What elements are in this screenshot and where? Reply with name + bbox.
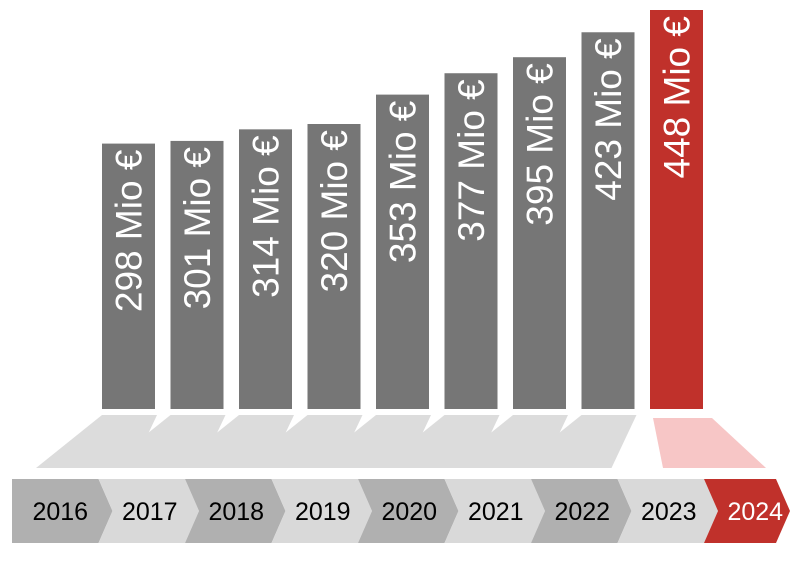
bar-2019 bbox=[307, 124, 361, 409]
bar-value-label-2022: 395 Mio € bbox=[520, 63, 561, 226]
year-label-2022: 2022 bbox=[554, 498, 610, 526]
bar-2020 bbox=[376, 94, 429, 409]
timeline-segment-2016 bbox=[12, 479, 113, 543]
timeline-segment-2023 bbox=[617, 479, 718, 543]
timeline-segment-2018 bbox=[185, 479, 286, 543]
year-label-2021: 2021 bbox=[468, 498, 524, 526]
timeline-segment-2019 bbox=[271, 479, 372, 543]
bar-value-label-2019: 320 Mio € bbox=[314, 130, 355, 293]
timeline-segment-2022 bbox=[531, 479, 632, 543]
bar-value-label-2017: 301 Mio € bbox=[177, 147, 218, 310]
bar-shadows bbox=[36, 415, 766, 468]
year-label-2019: 2019 bbox=[295, 498, 351, 526]
bar-shadow-2024 bbox=[653, 418, 766, 468]
timeline-segment-2021 bbox=[444, 479, 545, 543]
bar-2022 bbox=[513, 57, 566, 409]
bar-value-label-2024: 448 Mio € bbox=[657, 16, 698, 179]
bar-2017 bbox=[170, 140, 224, 409]
bar-value-label-2018: 314 Mio € bbox=[246, 135, 287, 298]
bar-2023 bbox=[581, 32, 635, 409]
bar-shadow-2023 bbox=[515, 415, 637, 468]
year-label-2016: 2016 bbox=[32, 498, 88, 526]
bar-value-label-2021: 377 Mio € bbox=[451, 79, 492, 242]
year-timeline: 2016 2017 2018 2019 2020 2021 2022 2023 2024 bbox=[12, 479, 790, 543]
bars: 298 Mio € 301 Mio € 314 Mio € 320 Mio € 353 … bbox=[102, 10, 703, 409]
bar-2016 bbox=[102, 143, 155, 409]
year-label-2017: 2017 bbox=[122, 498, 178, 526]
year-label-2020: 2020 bbox=[381, 498, 437, 526]
timeline-segment-2024 bbox=[704, 479, 790, 543]
year-label-2024: 2024 bbox=[727, 498, 783, 526]
bar-value-label-2023: 423 Mio € bbox=[588, 38, 629, 201]
bar-value-label-2020: 353 Mio € bbox=[383, 100, 424, 263]
timeline-segment-2017 bbox=[98, 479, 199, 543]
year-label-2023: 2023 bbox=[641, 498, 697, 526]
year-label-2018: 2018 bbox=[208, 498, 264, 526]
bar-2024 bbox=[650, 10, 703, 409]
timeline-segment-2020 bbox=[358, 479, 459, 543]
bar-2018 bbox=[239, 129, 292, 409]
bar-value-label-2016: 298 Mio € bbox=[109, 149, 150, 312]
bar-2021 bbox=[444, 73, 498, 409]
